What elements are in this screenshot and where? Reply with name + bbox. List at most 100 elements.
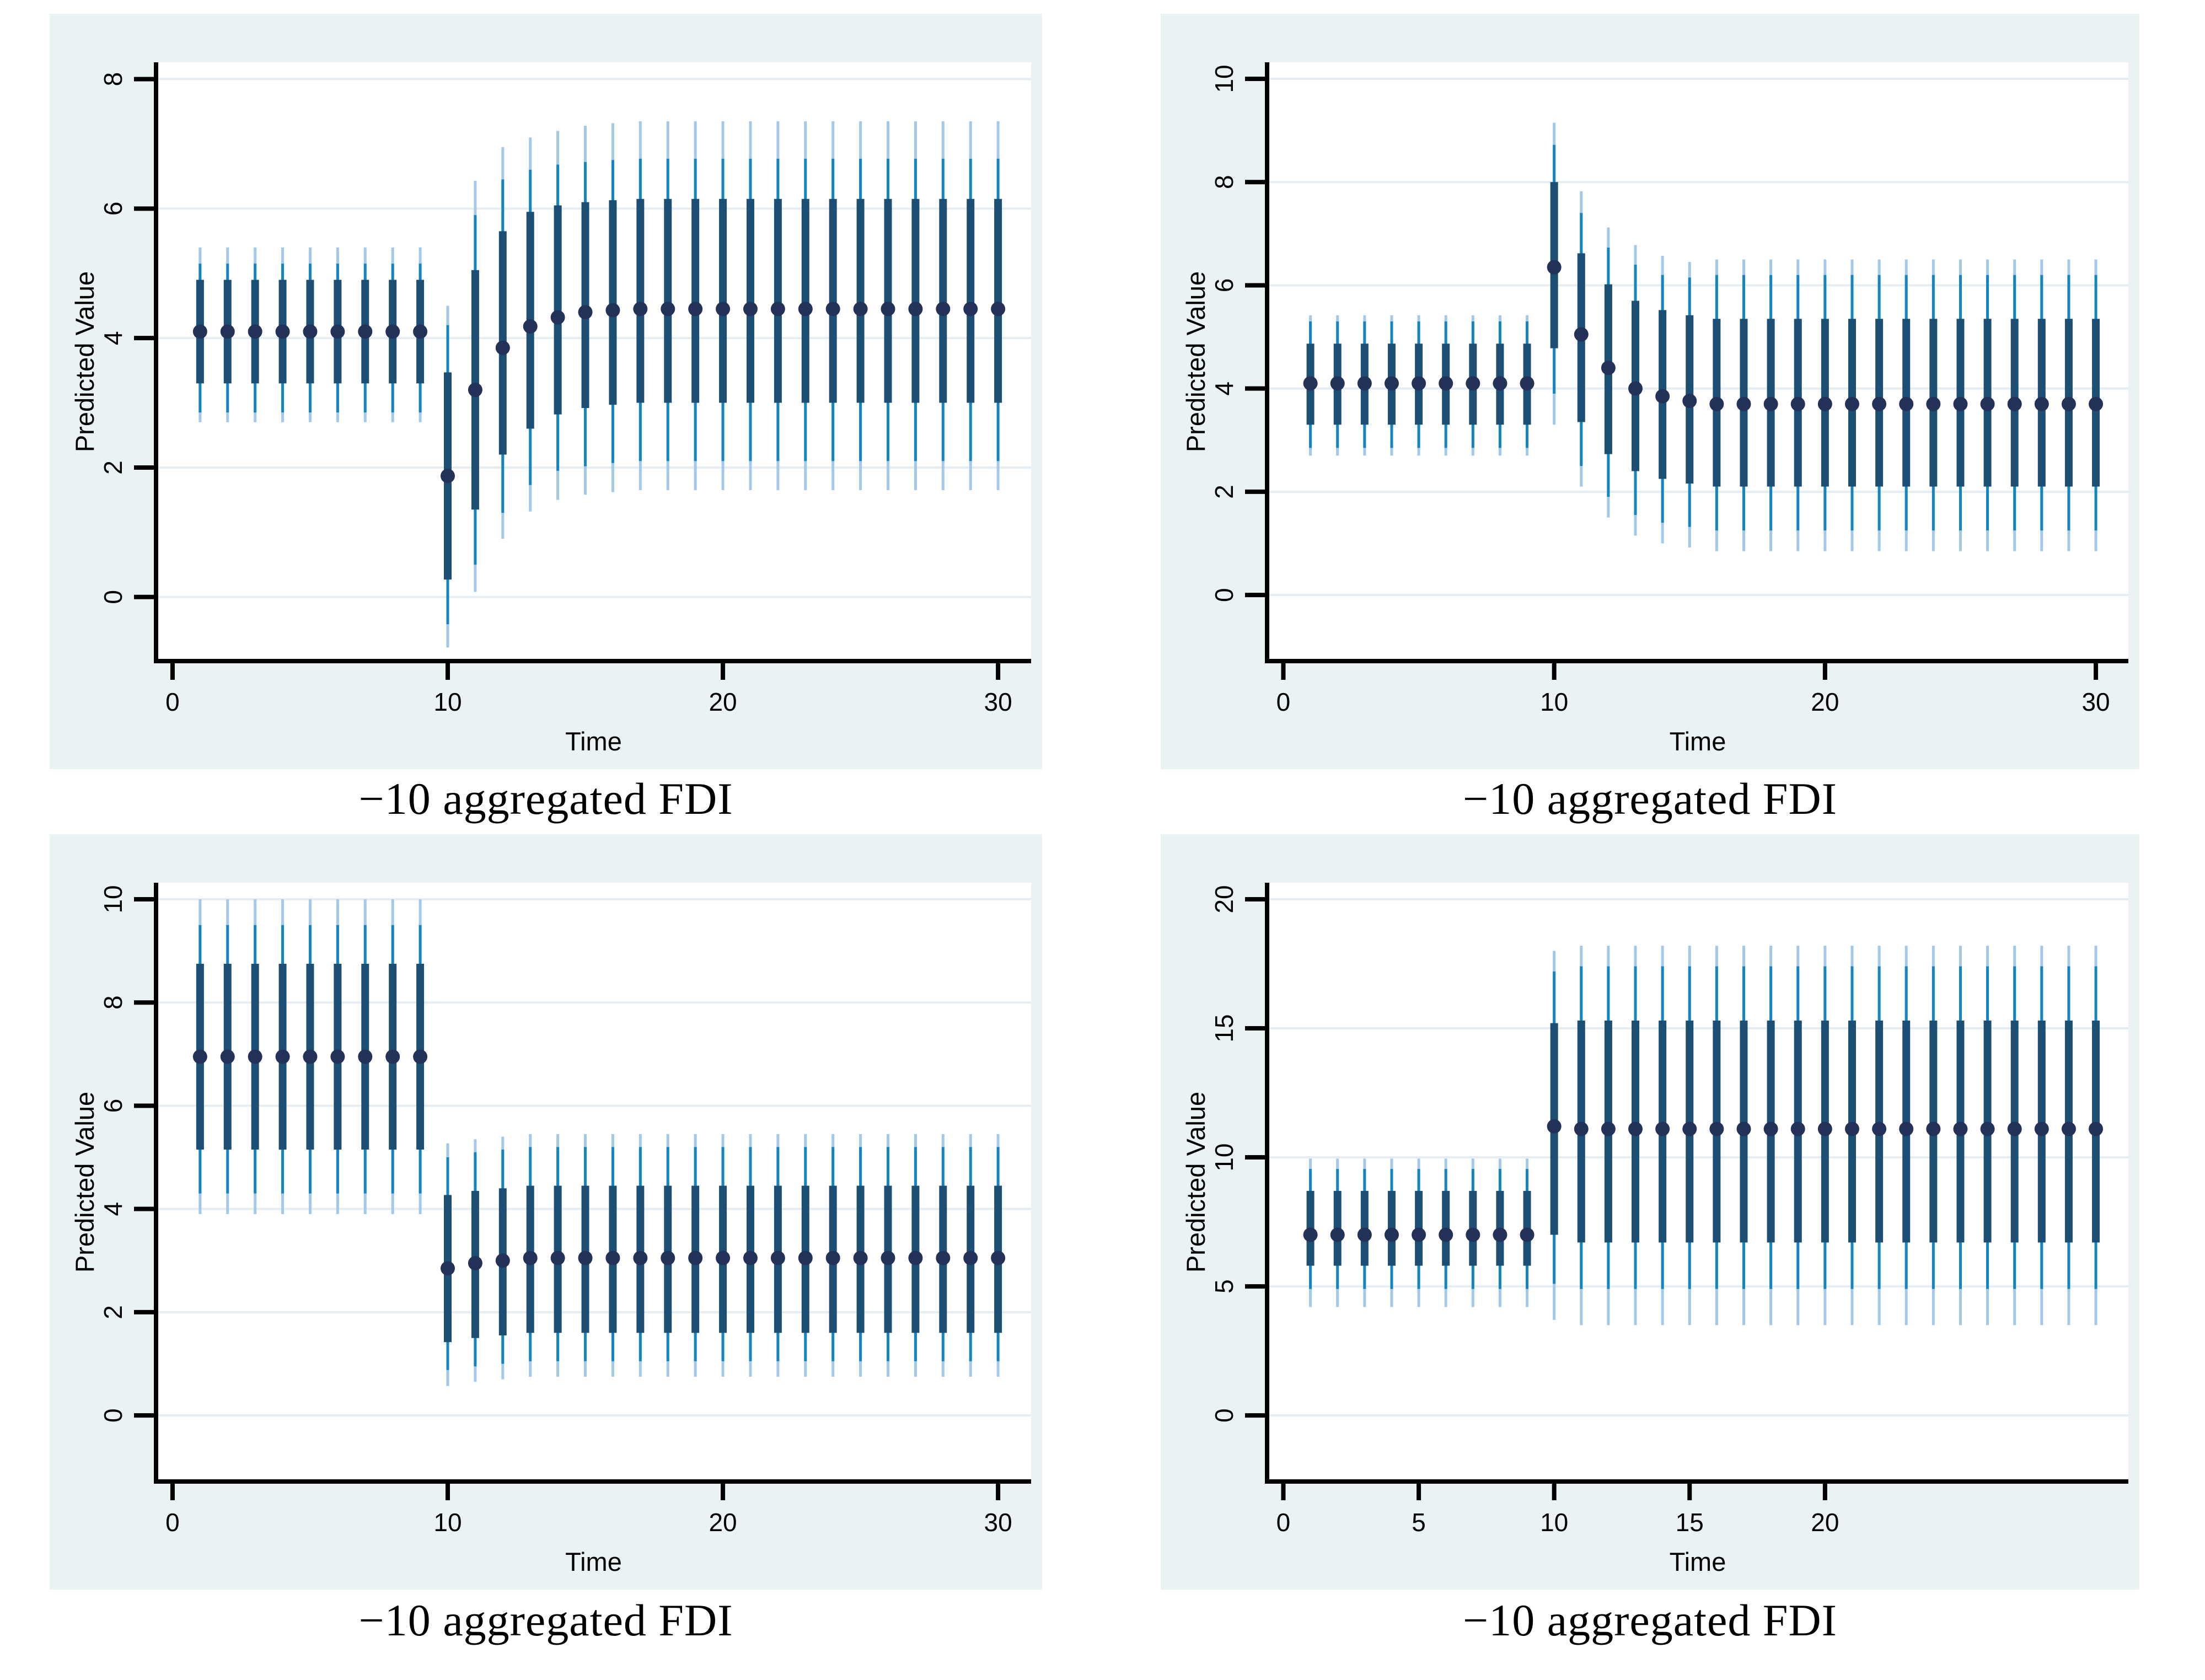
plot-region [1267,883,2128,1482]
point-marker [441,1261,455,1276]
x-tick-label: 0 [165,1508,180,1537]
point-marker [991,1250,1006,1265]
point-marker [2007,396,2022,411]
point-marker [963,302,978,316]
point-marker [1601,1121,1616,1136]
point-marker [1357,376,1372,391]
x-tick-label: 10 [433,1508,462,1537]
x-tick-label: 10 [1540,688,1568,716]
point-marker [2007,1121,2022,1136]
x-axis-title: Time [1670,1547,1726,1576]
point-marker [495,1253,510,1268]
point-marker [1303,376,1318,391]
point-marker [908,302,923,316]
y-tick-label: 8 [99,72,127,87]
gridlines [1267,77,2128,597]
point-marker [661,1250,675,1265]
point-marker [1601,361,1616,375]
error-bars [192,899,1006,1386]
point-marker [220,1049,235,1064]
point-marker [468,1255,482,1270]
point-marker [1466,1227,1480,1242]
point-marker [1872,396,1887,411]
point-marker [1844,396,1859,411]
errorbar-chart-svg: 0 2 4 6 8 0 10 20 30 Predicted Value Time [70,62,1031,756]
y-tick-label: 8 [1210,175,1238,189]
point-marker [1926,1121,1941,1136]
point-marker [1547,260,1562,275]
axes [154,883,1031,1484]
point-marker [1574,327,1589,342]
x-tick-label: 30 [2081,688,2110,716]
point-marker [1439,376,1453,391]
point-marker [1357,1227,1372,1242]
point-marker [743,302,758,316]
point-marker [550,310,565,325]
point-marker [798,302,813,316]
x-axis-ticks: 0 10 20 30 [165,1482,1012,1537]
x-axis-ticks: 0 10 20 30 [165,661,1012,716]
y-tick-label: 10 [1210,1143,1238,1171]
point-marker [936,302,951,316]
x-tick-label: 10 [433,688,462,716]
y-tick-label: 2 [99,460,127,475]
point-marker [1763,1121,1778,1136]
point-marker [1682,394,1697,409]
y-tick-label: 5 [1210,1279,1238,1293]
point-marker [881,1250,895,1265]
point-marker [303,324,318,339]
point-marker [550,1250,565,1265]
point-marker [633,1250,648,1265]
y-tick-label: 4 [99,331,127,345]
x-tick-label: 5 [1412,1508,1426,1537]
point-marker [1412,376,1426,391]
point-marker [413,324,428,339]
y-tick-label: 0 [99,590,127,604]
x-tick-label: 20 [709,688,737,716]
point-marker [991,302,1006,316]
y-tick-label: 6 [99,1099,127,1113]
point-marker [1953,1121,1968,1136]
y-axis-title: Predicted Value [1181,1092,1210,1273]
point-marker [275,1049,290,1064]
x-tick-label: 15 [1676,1508,1704,1537]
point-marker [1980,396,1995,411]
point-marker [1384,1227,1399,1242]
x-axis-ticks: 0 5 10 15 20 [1276,1482,1839,1537]
point-marker [1303,1227,1318,1242]
point-marker [1574,1121,1589,1136]
point-marker [1547,1119,1562,1134]
error-bars [192,121,1006,648]
panel-caption: −10 aggregated FDI [1462,1595,1838,1645]
point-marker [1926,396,1941,411]
plot-region [156,62,1031,661]
point-marker [633,302,648,316]
point-marker [468,383,482,398]
point-marker [1682,1121,1697,1136]
point-marker [716,1250,731,1265]
point-marker [688,1250,703,1265]
point-marker [275,324,290,339]
point-marker [2089,396,2104,411]
point-marker [798,1250,813,1265]
x-axis-ticks: 0 10 20 30 [1276,661,2110,716]
axes [154,62,1031,663]
point-marker [825,1250,840,1265]
point-marker [1790,1121,1805,1136]
y-tick-label: 6 [1210,278,1238,293]
plot-panel-top-right: 0 2 4 6 8 10 0 10 20 30 Predicted Value Time [1161,14,2139,769]
point-marker [248,324,262,339]
y-tick-label: 10 [1210,65,1238,93]
point-marker [1736,396,1751,411]
errorbar-chart-svg: 0 2 4 6 8 10 0 10 20 30 Predicted Value Time [70,883,1031,1576]
point-marker [1493,1227,1507,1242]
point-marker [1790,396,1805,411]
point-marker [963,1250,978,1265]
panel-caption: −10 aggregated FDI [1462,774,1838,824]
point-marker [1736,1121,1751,1136]
y-axis-ticks: 0 2 4 6 8 10 [1210,65,1267,602]
point-marker [1655,1121,1670,1136]
x-axis-title: Time [1670,727,1726,756]
y-axis-ticks: 0 2 4 6 8 [99,72,156,604]
point-marker [1872,1121,1887,1136]
